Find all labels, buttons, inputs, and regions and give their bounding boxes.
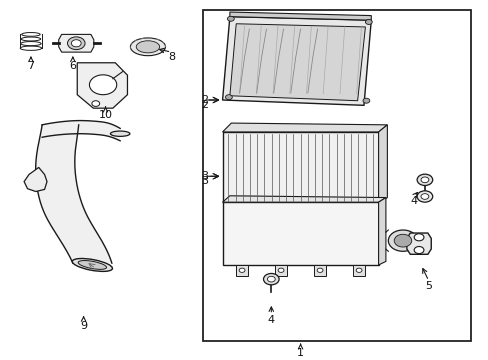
Text: 9: 9 — [80, 321, 87, 330]
Text: 5: 5 — [425, 281, 431, 291]
Polygon shape — [312, 203, 324, 212]
Polygon shape — [222, 17, 370, 105]
Circle shape — [387, 230, 417, 251]
Polygon shape — [222, 202, 378, 265]
Polygon shape — [36, 125, 112, 263]
Text: 10: 10 — [98, 110, 112, 120]
Circle shape — [71, 40, 81, 47]
Circle shape — [227, 16, 234, 21]
Circle shape — [67, 37, 85, 50]
Text: 7: 7 — [27, 61, 35, 71]
Text: 1: 1 — [297, 348, 304, 357]
Ellipse shape — [21, 32, 40, 36]
Polygon shape — [229, 24, 365, 101]
Ellipse shape — [136, 41, 159, 53]
Circle shape — [393, 234, 411, 247]
Polygon shape — [347, 203, 359, 212]
Polygon shape — [42, 121, 120, 141]
Circle shape — [92, 101, 100, 107]
Circle shape — [362, 98, 369, 103]
Text: 2: 2 — [201, 100, 208, 110]
Polygon shape — [274, 265, 287, 276]
Polygon shape — [59, 35, 94, 52]
Text: 6: 6 — [69, 61, 76, 71]
Circle shape — [355, 268, 361, 273]
Polygon shape — [222, 123, 386, 132]
Ellipse shape — [130, 38, 165, 56]
Polygon shape — [235, 265, 248, 276]
Ellipse shape — [72, 258, 112, 271]
Polygon shape — [406, 233, 430, 254]
Circle shape — [317, 268, 323, 273]
Polygon shape — [24, 167, 47, 192]
Polygon shape — [378, 198, 385, 265]
Ellipse shape — [110, 131, 130, 136]
Polygon shape — [241, 203, 252, 212]
Ellipse shape — [20, 41, 41, 46]
Circle shape — [365, 19, 371, 24]
Text: 3: 3 — [201, 171, 207, 181]
Circle shape — [416, 174, 432, 185]
Circle shape — [420, 194, 428, 199]
Polygon shape — [313, 265, 326, 276]
Polygon shape — [378, 125, 386, 203]
Polygon shape — [222, 196, 385, 202]
Polygon shape — [77, 63, 127, 108]
Circle shape — [413, 247, 423, 253]
Circle shape — [267, 276, 275, 282]
Text: 3: 3 — [201, 176, 207, 186]
Text: 4: 4 — [410, 197, 417, 207]
Circle shape — [416, 191, 432, 202]
Circle shape — [413, 234, 423, 241]
Ellipse shape — [20, 46, 41, 50]
Circle shape — [89, 75, 117, 95]
Polygon shape — [229, 12, 370, 20]
Ellipse shape — [21, 37, 41, 41]
Ellipse shape — [78, 261, 106, 269]
Circle shape — [225, 95, 232, 100]
Text: 8: 8 — [167, 52, 175, 62]
Text: 2: 2 — [201, 95, 208, 105]
Circle shape — [420, 177, 428, 183]
Polygon shape — [222, 132, 378, 203]
Polygon shape — [276, 203, 288, 212]
Bar — [203, 10, 470, 341]
Polygon shape — [352, 265, 365, 276]
Circle shape — [263, 274, 279, 285]
Circle shape — [239, 268, 244, 273]
Circle shape — [278, 268, 284, 273]
Text: 4: 4 — [267, 315, 274, 325]
